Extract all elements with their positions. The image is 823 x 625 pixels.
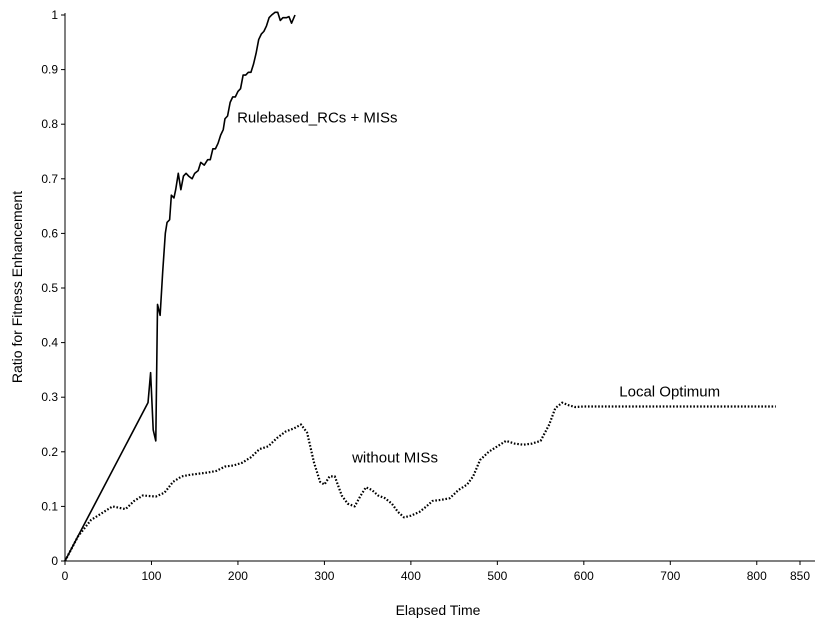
chart-annotation: Local Optimum xyxy=(619,384,720,401)
y-tick-label: 0.3 xyxy=(41,390,58,404)
annotations: Rulebased_RCs + MISs without MISs Local Op… xyxy=(237,110,720,467)
series-line-dotted xyxy=(64,401,776,562)
y-tick-label: 0.4 xyxy=(41,336,58,350)
x-tick-label: 200 xyxy=(228,569,248,583)
y-tick-label: 0.7 xyxy=(41,172,58,186)
x-tick-label: 600 xyxy=(574,569,594,583)
chart-annotation: Rulebased_RCs + MISs xyxy=(237,110,398,127)
y-tick-label: 0.1 xyxy=(41,499,58,513)
y-tick-label: 0.9 xyxy=(41,63,58,77)
x-tick-label: 100 xyxy=(141,569,161,583)
x-tick-label: 500 xyxy=(487,569,507,583)
series-layer xyxy=(64,11,776,562)
x-axis-title: Elapsed Time xyxy=(396,602,481,618)
y-tick-label: 1 xyxy=(51,8,58,22)
chart-annotation: without MISs xyxy=(351,449,438,466)
x-axis-ticks: 0 100 200 300 400 500 600 700 800 850 xyxy=(62,561,810,583)
y-axis-title: Ratio for Fitness Enhancement xyxy=(9,191,25,383)
x-tick-label: 400 xyxy=(401,569,421,583)
x-tick-label: 850 xyxy=(790,569,810,583)
y-tick-label: 0.6 xyxy=(41,226,58,240)
x-tick-label: 800 xyxy=(747,569,767,583)
y-tick-label: 0 xyxy=(51,554,58,568)
y-axis-ticks: 0 0.1 0.2 0.3 0.4 0.5 0.6 0.7 0.8 0.9 1 xyxy=(41,8,65,568)
y-tick-label: 0.8 xyxy=(41,117,58,131)
axes xyxy=(64,13,815,562)
x-tick-label: 0 xyxy=(62,569,69,583)
x-tick-label: 300 xyxy=(314,569,334,583)
series-line-solid xyxy=(64,11,296,562)
x-tick-label: 700 xyxy=(660,569,680,583)
y-tick-label: 0.5 xyxy=(41,281,58,295)
y-tick-label: 0.2 xyxy=(41,445,58,459)
